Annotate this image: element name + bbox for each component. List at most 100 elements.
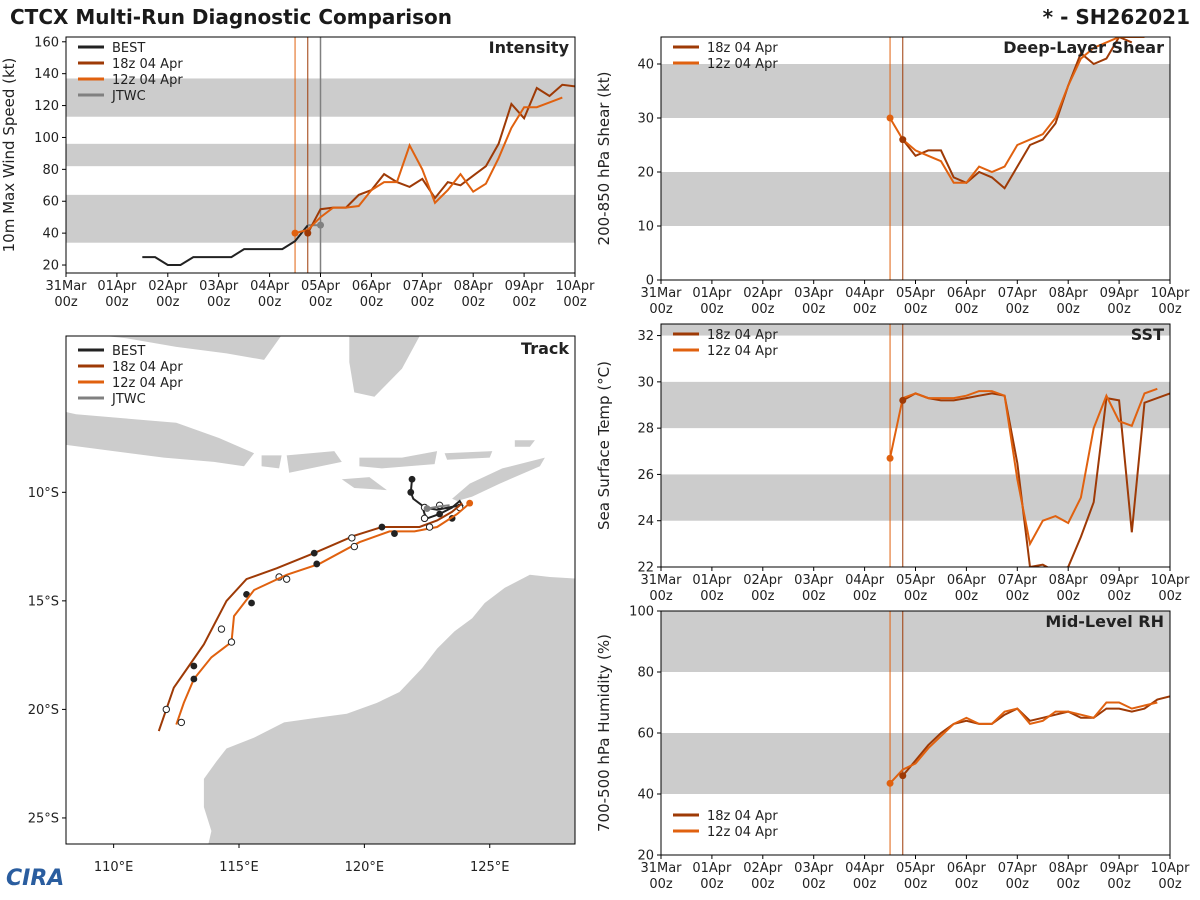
- shade-band: [661, 172, 1170, 226]
- shade-band: [661, 474, 1170, 521]
- legend-label: BEST: [112, 344, 145, 359]
- axes-frame: [660, 323, 1171, 568]
- track-marker-filled: [378, 523, 386, 531]
- x-tick-label: 09Apr: [1100, 286, 1140, 301]
- x-tick-label: 00z: [360, 295, 384, 310]
- y-axis-label: 200-850 hPa Shear (kt): [595, 72, 613, 246]
- shade-band: [661, 64, 1170, 118]
- x-tick-label: 00z: [700, 589, 724, 604]
- y-tick-label: 40: [637, 58, 654, 73]
- y-tick-label: 140: [34, 67, 59, 82]
- x-tick-label: 00z: [563, 295, 587, 310]
- x-tick-label: 00z: [411, 295, 435, 310]
- y-tick-label: 60: [42, 195, 59, 210]
- legend-label: 12z 04 Apr: [112, 376, 183, 391]
- x-tick-label: 00z: [1107, 302, 1131, 317]
- x-tick-label: 05Apr: [896, 861, 936, 876]
- x-tick-label: 00z: [955, 877, 979, 892]
- legend-label: 12z 04 Apr: [707, 825, 778, 840]
- track-marker-open: [162, 705, 170, 714]
- x-tick-label: 00z: [751, 589, 775, 604]
- x-tick-label: 06Apr: [947, 861, 987, 876]
- x-tick-label: 02Apr: [743, 573, 783, 588]
- track-marker-open: [227, 638, 236, 646]
- marker-run18: [899, 772, 907, 780]
- tracks: [157, 475, 474, 732]
- y-tick-label: 60: [637, 727, 654, 742]
- y-tick-label: 20: [42, 259, 59, 274]
- x-tick-label: 00z: [1107, 877, 1131, 892]
- x-tick-label: 01Apr: [692, 573, 732, 588]
- track-marker-open: [217, 625, 226, 633]
- x-tick-label: 07Apr: [403, 279, 443, 294]
- track-marker-filled: [436, 510, 444, 518]
- legend-label: 18z 04 Apr: [112, 360, 183, 375]
- y-axis-label: Sea Surface Temp (°C): [595, 361, 613, 530]
- x-tick-label: 00z: [700, 877, 724, 892]
- x-tick-label: 00z: [462, 295, 486, 310]
- y-tick-label: 40: [42, 227, 59, 242]
- marker-jtwc: [317, 221, 324, 229]
- track-marker-filled: [407, 488, 415, 496]
- main-title: CTCX Multi-Run Diagnostic Comparison: [10, 5, 452, 29]
- x-tick-label: 03Apr: [199, 279, 239, 294]
- series-run12: [889, 37, 1145, 184]
- x-tick-label: 00z: [853, 877, 877, 892]
- x-tick-label: 03Apr: [794, 286, 834, 301]
- x-tick-label: 00z: [700, 302, 724, 317]
- legend-label: BEST: [112, 41, 145, 56]
- x-tick-label: 04Apr: [845, 861, 885, 876]
- x-tick-label: 00z: [258, 295, 282, 310]
- y-tick-label: 80: [637, 666, 654, 681]
- marker-run18: [899, 136, 907, 144]
- x-tick-label: 00z: [54, 295, 78, 310]
- track-jtwc: [426, 504, 450, 510]
- x-tick-label: 02Apr: [743, 861, 783, 876]
- x-tick-label: 01Apr: [692, 861, 732, 876]
- track-marker-open: [348, 534, 356, 542]
- track-marker-filled: [248, 599, 255, 607]
- track-marker-open: [282, 575, 291, 583]
- panel-title: SST: [1131, 325, 1164, 344]
- x-tick-label: 00z: [512, 295, 536, 310]
- land-polygon: [286, 451, 342, 473]
- x-tick-label: 31Mar: [640, 573, 682, 588]
- land-polygon: [203, 574, 575, 844]
- x-tick-label: 02Apr: [743, 286, 783, 301]
- x-tick-label: 00z: [1006, 302, 1030, 317]
- x-tick-label: 02Apr: [148, 279, 188, 294]
- x-tick-label: 04Apr: [845, 573, 885, 588]
- legend-label: 12z 04 Apr: [112, 73, 183, 88]
- y-tick-label: 80: [42, 163, 59, 178]
- land-masses: [66, 336, 575, 844]
- x-tick-label: 00z: [802, 877, 826, 892]
- land-polygon: [104, 336, 282, 360]
- marker-run18: [899, 396, 907, 404]
- land-polygon: [66, 412, 255, 467]
- y-tick-label: 20°S: [28, 703, 59, 718]
- series-run18: [902, 37, 1133, 190]
- x-tick-label: 00z: [955, 302, 979, 317]
- y-tick-label: 30: [637, 112, 654, 127]
- x-tick-label: 08Apr: [1049, 861, 1089, 876]
- x-tick-label: 31Mar: [45, 279, 87, 294]
- x-tick-label: 00z: [1057, 302, 1081, 317]
- panel-rh: 2040608010031Mar00z01Apr00z02Apr00z03Apr…: [595, 605, 1190, 893]
- x-tick-label: 00z: [802, 302, 826, 317]
- x-tick-label: 00z: [207, 295, 231, 310]
- x-tick-label: 07Apr: [998, 861, 1038, 876]
- panel-track: 110°E 115°E 120°E 125°E 10°S 15°S 20°S 25°S Trac…: [28, 335, 576, 875]
- cira-logo: CIRA: [6, 866, 65, 891]
- x-tick-label: 04Apr: [250, 279, 290, 294]
- marker-run12: [886, 114, 894, 122]
- x-tick-label: 01Apr: [97, 279, 137, 294]
- x-tick-label: 00z: [156, 295, 180, 310]
- x-tick-label: 00z: [309, 295, 333, 310]
- panel-shear: 01020304031Mar00z01Apr00z02Apr00z03Apr00…: [595, 36, 1190, 317]
- y-tick-label: 20: [637, 849, 654, 864]
- land-polygon: [514, 440, 535, 447]
- x-tick-label: 31Mar: [640, 286, 682, 301]
- x-tick-label: 00z: [1158, 302, 1182, 317]
- x-tick-label: 03Apr: [794, 861, 834, 876]
- x-tick-label: 06Apr: [947, 286, 987, 301]
